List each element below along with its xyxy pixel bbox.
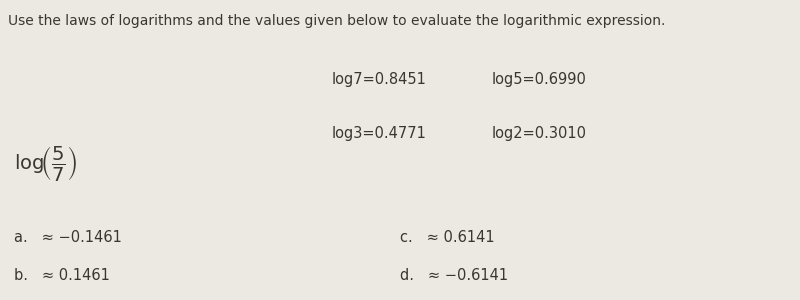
Text: log3=0.4771: log3=0.4771	[332, 126, 427, 141]
Text: b.   ≈ 0.1461: b. ≈ 0.1461	[14, 268, 110, 284]
Text: c.   ≈ 0.6141: c. ≈ 0.6141	[400, 230, 494, 244]
Text: d.   ≈ −0.6141: d. ≈ −0.6141	[400, 268, 508, 284]
Text: $\mathrm{log}\!\left(\dfrac{5}{7}\right)$: $\mathrm{log}\!\left(\dfrac{5}{7}\right)…	[14, 144, 78, 183]
Text: log7=0.8451: log7=0.8451	[332, 72, 427, 87]
Text: log2=0.3010: log2=0.3010	[492, 126, 587, 141]
Text: log5=0.6990: log5=0.6990	[492, 72, 587, 87]
Text: Use the laws of logarithms and the values given below to evaluate the logarithmi: Use the laws of logarithms and the value…	[8, 14, 666, 28]
Text: a.   ≈ −0.1461: a. ≈ −0.1461	[14, 230, 122, 244]
